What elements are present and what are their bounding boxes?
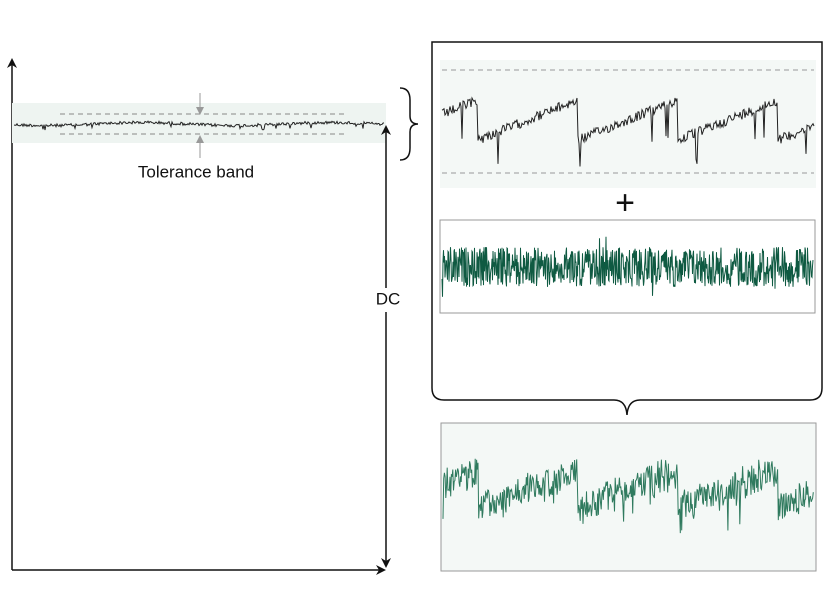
dc-label: DC bbox=[376, 289, 401, 308]
tolerance-label: Tolerance band bbox=[138, 162, 254, 181]
enclosure bbox=[431, 41, 823, 416]
signal bbox=[14, 120, 385, 131]
band-bg bbox=[12, 103, 386, 143]
noise-signal bbox=[441, 236, 814, 297]
dc-bg bbox=[370, 288, 406, 312]
plus: + bbox=[615, 184, 635, 222]
drift-signal bbox=[441, 96, 815, 167]
combined-signal bbox=[442, 458, 814, 534]
panel-bg bbox=[440, 60, 816, 188]
brace bbox=[399, 87, 419, 161]
